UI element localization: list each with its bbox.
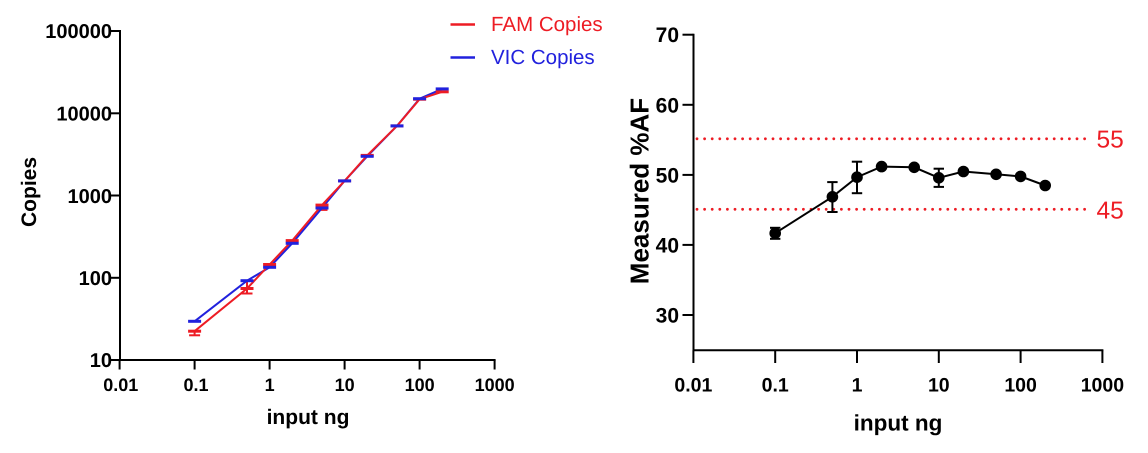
svg-text:100000: 100000 (45, 21, 112, 43)
svg-text:input ng: input ng (267, 406, 350, 429)
svg-text:1: 1 (265, 375, 275, 395)
svg-text:10: 10 (90, 350, 112, 372)
svg-text:10: 10 (335, 375, 355, 395)
svg-text:45: 45 (1097, 197, 1124, 224)
svg-text:Copies: Copies (18, 157, 41, 227)
svg-text:1000: 1000 (68, 186, 113, 208)
svg-text:VIC Copies: VIC Copies (491, 46, 595, 69)
svg-text:100: 100 (79, 268, 112, 290)
svg-text:1: 1 (852, 375, 863, 397)
svg-text:70: 70 (656, 24, 679, 47)
svg-text:40: 40 (656, 234, 679, 257)
svg-text:10000: 10000 (56, 104, 112, 126)
svg-text:0.1: 0.1 (183, 375, 208, 395)
svg-text:1000: 1000 (475, 375, 515, 395)
svg-text:FAM Copies: FAM Copies (491, 13, 603, 36)
svg-text:60: 60 (656, 94, 679, 117)
svg-text:10: 10 (928, 375, 950, 397)
svg-text:55: 55 (1097, 127, 1124, 154)
svg-text:0.01: 0.01 (103, 375, 138, 395)
svg-text:100: 100 (1004, 375, 1037, 397)
svg-text:0.1: 0.1 (762, 375, 789, 397)
svg-text:100: 100 (405, 375, 435, 395)
svg-text:input ng: input ng (854, 411, 943, 436)
svg-text:1000: 1000 (1081, 375, 1125, 397)
svg-text:0.01: 0.01 (674, 375, 712, 397)
svg-text:Measured %AF: Measured %AF (625, 98, 655, 284)
svg-text:50: 50 (656, 164, 679, 187)
svg-text:30: 30 (656, 305, 679, 328)
